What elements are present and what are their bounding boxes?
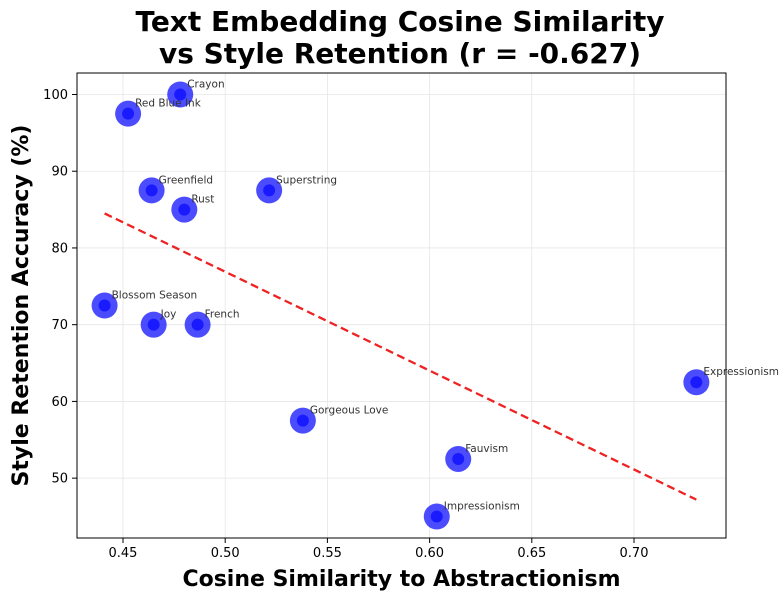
x-tick-label: 0.60 bbox=[415, 546, 444, 561]
y-tick-label: 60 bbox=[51, 395, 68, 410]
y-tick-label: 70 bbox=[51, 318, 68, 333]
grid-layer bbox=[77, 73, 726, 538]
points-layer bbox=[91, 81, 710, 530]
x-tick-label: 0.55 bbox=[313, 546, 342, 561]
point-label: Rust bbox=[191, 194, 214, 206]
point-label: Superstring bbox=[276, 174, 337, 186]
y-tick-label: 50 bbox=[51, 472, 68, 487]
chart-title: Text Embedding Cosine Similarity vs Styl… bbox=[0, 6, 783, 70]
axes-layer: 0.45 0.50 0.55 0.60 0.65 0.70 50 60 70 80 90 100 bbox=[43, 88, 648, 561]
point-label: Joy bbox=[160, 309, 177, 321]
point-label: Blossom Season bbox=[112, 290, 198, 302]
point-label: Impressionism bbox=[444, 501, 520, 513]
y-axis-label: Style Retention Accuracy (%) bbox=[9, 125, 34, 487]
trend-line bbox=[104, 212, 697, 501]
x-tick-label: 0.70 bbox=[620, 546, 649, 561]
x-axis-label: Cosine Similarity to Abstractionism bbox=[182, 567, 620, 592]
x-tick-label: 0.50 bbox=[211, 546, 240, 561]
point-label: Gorgeous Love bbox=[310, 405, 388, 417]
data-point-core bbox=[145, 184, 158, 197]
chart-title-line-1: Text Embedding Cosine Similarity bbox=[135, 5, 665, 38]
x-tick-label: 0.45 bbox=[109, 546, 138, 561]
y-tick-label: 90 bbox=[51, 165, 68, 180]
point-label: Greenfield bbox=[159, 174, 213, 186]
plot-frame bbox=[76, 72, 727, 539]
data-point-core bbox=[452, 452, 465, 465]
point-label: Fauvism bbox=[465, 443, 508, 455]
data-point-core bbox=[174, 88, 187, 101]
point-label: Crayon bbox=[187, 78, 224, 90]
trend-layer bbox=[104, 212, 697, 501]
data-point-core bbox=[178, 203, 191, 216]
y-tick-label: 80 bbox=[51, 241, 68, 256]
x-tick-label: 0.65 bbox=[517, 546, 546, 561]
data-point-core bbox=[690, 376, 703, 389]
data-point-core bbox=[147, 318, 160, 331]
point-label: Red Blue Ink bbox=[135, 98, 202, 110]
data-point-core bbox=[122, 107, 135, 120]
point-label: Expressionism bbox=[703, 366, 779, 378]
point-label: French bbox=[205, 309, 240, 321]
point-labels-layer: Crayon Red Blue Ink Greenfield Superstring R… bbox=[112, 78, 779, 512]
data-point-core bbox=[98, 299, 111, 312]
data-point-core bbox=[296, 414, 309, 427]
data-point-core bbox=[263, 184, 276, 197]
data-point-core bbox=[430, 510, 443, 523]
y-tick-label: 100 bbox=[43, 88, 68, 103]
chart-title-line-2: vs Style Retention (r = -0.627) bbox=[158, 37, 642, 70]
data-point-core bbox=[191, 318, 204, 331]
